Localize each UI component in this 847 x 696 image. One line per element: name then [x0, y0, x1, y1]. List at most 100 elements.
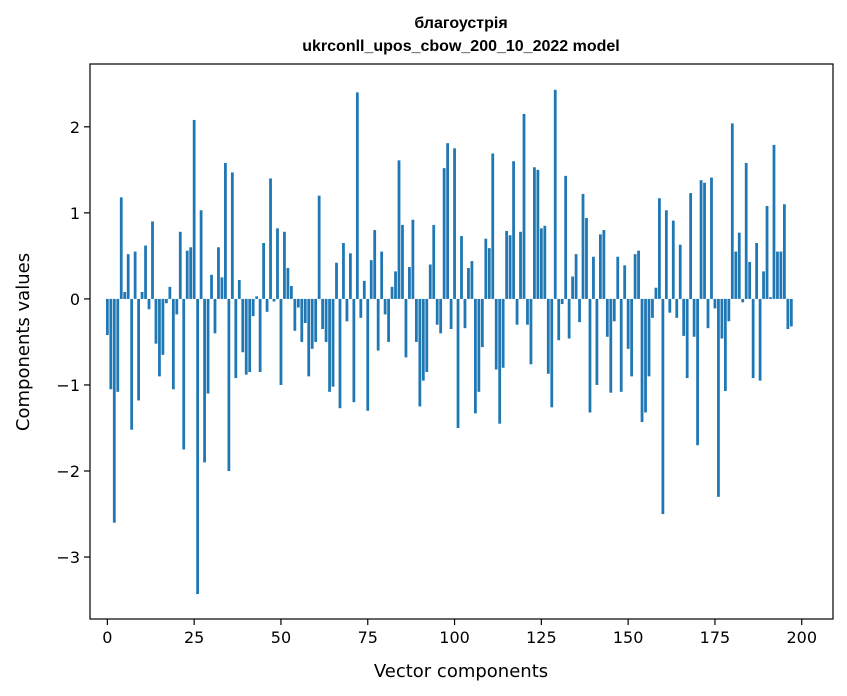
bar — [644, 298, 647, 413]
bar — [522, 113, 526, 299]
bar — [203, 298, 206, 463]
bar — [296, 298, 300, 308]
bar — [723, 298, 727, 391]
bar — [213, 298, 217, 334]
bar — [362, 280, 366, 299]
y-tick-label: 1 — [70, 204, 80, 223]
bar — [262, 242, 265, 299]
bar — [637, 250, 640, 299]
bar — [460, 236, 463, 299]
bar — [647, 298, 651, 377]
bar — [300, 298, 304, 342]
bar — [748, 261, 752, 299]
bar — [182, 298, 186, 450]
bar — [151, 221, 154, 299]
chart-title: благоустрія — [414, 15, 507, 32]
bar — [480, 298, 484, 348]
bar — [491, 153, 495, 299]
bar — [609, 298, 613, 393]
bar — [477, 298, 481, 392]
x-tick-label: 150 — [613, 628, 644, 647]
bar — [595, 298, 599, 385]
bar — [217, 247, 220, 299]
bar — [359, 298, 363, 318]
bar — [387, 298, 390, 342]
bar — [105, 298, 109, 336]
bar — [369, 260, 373, 299]
x-tick-label: 125 — [526, 628, 557, 647]
bar — [783, 204, 786, 299]
y-tick-label: 0 — [70, 290, 80, 309]
bar — [564, 175, 568, 299]
bar — [189, 247, 193, 299]
y-tick-label: −1 — [56, 376, 80, 395]
bar — [133, 251, 137, 299]
bar — [789, 298, 793, 327]
bar — [685, 298, 689, 379]
bar — [616, 256, 620, 299]
bar — [696, 298, 699, 446]
bar — [397, 160, 401, 299]
bar — [439, 298, 443, 334]
bar — [411, 219, 415, 299]
bar — [626, 298, 630, 349]
bar — [401, 224, 404, 299]
bar — [355, 92, 359, 299]
bar — [668, 298, 672, 313]
bar — [366, 298, 370, 411]
bar — [463, 298, 467, 329]
bar — [769, 297, 772, 299]
bar — [619, 298, 623, 392]
bar — [449, 298, 453, 330]
bar — [529, 298, 533, 365]
bar — [515, 298, 519, 325]
bar — [192, 119, 196, 299]
bar — [283, 231, 286, 299]
x-tick-label: 25 — [184, 628, 204, 647]
bar — [241, 298, 245, 353]
bar — [470, 261, 474, 299]
bar — [546, 298, 550, 374]
bar — [171, 298, 175, 390]
bar — [640, 298, 644, 422]
bar — [453, 148, 456, 299]
bar — [612, 298, 616, 322]
bar — [675, 298, 679, 318]
bar — [342, 242, 345, 299]
bar — [776, 251, 779, 299]
bar — [147, 298, 151, 310]
bar — [717, 298, 720, 497]
bar — [425, 298, 429, 373]
bar — [137, 298, 140, 401]
bar — [689, 193, 693, 299]
bar — [526, 298, 529, 325]
bar — [404, 298, 408, 358]
bar — [408, 267, 411, 299]
bar — [338, 298, 342, 409]
bar — [494, 298, 498, 370]
bar — [512, 161, 515, 299]
bar — [126, 254, 130, 299]
bar — [487, 248, 491, 299]
bar — [765, 205, 769, 299]
bar — [168, 286, 172, 299]
x-tick-label: 100 — [439, 628, 470, 647]
bar — [432, 224, 436, 299]
bar — [605, 298, 609, 337]
bar — [598, 234, 602, 299]
bar — [237, 279, 241, 299]
bar — [158, 298, 161, 377]
bar — [345, 298, 349, 322]
bar — [682, 298, 686, 336]
x-tick-label: 175 — [700, 628, 731, 647]
bar — [633, 254, 637, 299]
bar — [289, 286, 293, 299]
bar — [335, 262, 338, 299]
bar — [279, 298, 283, 385]
bar — [664, 210, 668, 299]
chart-subtitle: ukrconll_upos_cbow_200_10_2022 model — [302, 38, 619, 55]
bar — [175, 298, 179, 315]
bar — [543, 225, 547, 299]
bar — [286, 267, 290, 299]
